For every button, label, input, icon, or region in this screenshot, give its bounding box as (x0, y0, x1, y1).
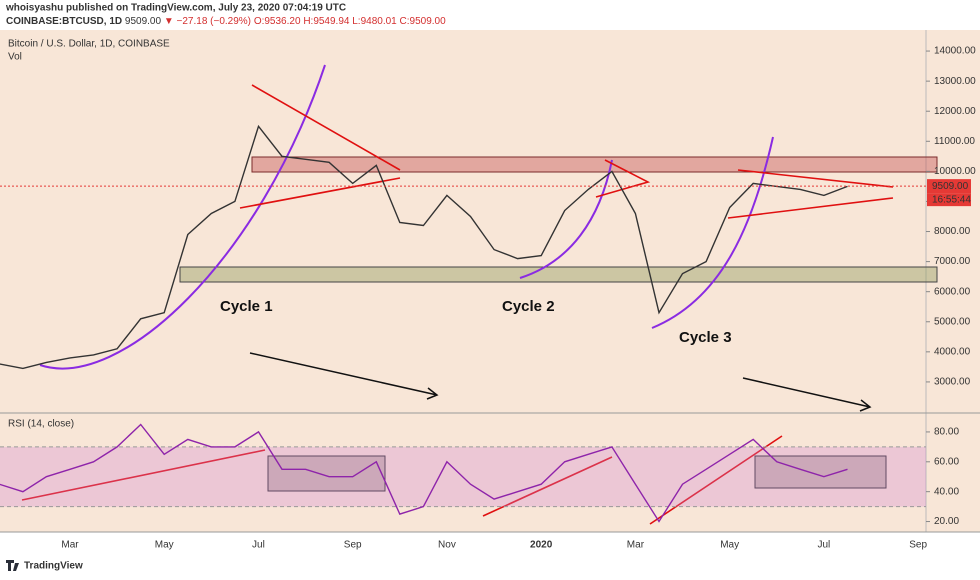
price: 9509.00 (125, 16, 162, 27)
y-tick-label: 6000.00 (934, 286, 971, 297)
author-line: whoisyashu published on TradingView.com,… (5, 3, 346, 14)
curve (39, 64, 326, 370)
y-tick-label: 14000.00 (934, 46, 976, 57)
x-tick-label: 2020 (530, 540, 553, 551)
triangle (239, 84, 401, 209)
curve (519, 159, 613, 279)
y-tick-label: 12000.00 (934, 106, 976, 117)
cycle-label: Cycle 2 (502, 298, 555, 315)
y-tick-label: 7000.00 (934, 256, 971, 267)
rsi-range-box (267, 455, 386, 492)
cycle-label: Cycle 3 (679, 329, 732, 346)
cycle-curves (39, 64, 774, 370)
curve (651, 136, 774, 329)
close: C:9509.00 (400, 16, 447, 27)
y-tick-label: 80.00 (934, 427, 959, 438)
symbol: COINBASE:BTCUSD, 1D (6, 16, 122, 27)
y-tick-label: 20.00 (934, 516, 959, 527)
last-price-box (927, 179, 971, 194)
x-tick-label: Mar (61, 540, 79, 551)
change: ▼ −27.18 (−0.29%) (164, 16, 251, 27)
arrow (742, 377, 872, 412)
x-tick-label: May (155, 540, 174, 551)
countdown: 16:55:44 (932, 194, 971, 205)
x-tick-label: Mar (627, 540, 645, 551)
rsi-title: RSI (14, close) (8, 419, 74, 430)
x-tick-label: May (720, 540, 739, 551)
x-tick-label: Jul (818, 540, 831, 551)
low: L:9480.01 (352, 16, 397, 27)
triangle (727, 169, 894, 219)
y-tick-label: 10000.00 (934, 166, 976, 177)
countdown-box (927, 193, 971, 207)
footer: TradingView (24, 561, 83, 572)
y-tick-label: 4000.00 (934, 346, 971, 357)
y-tick-label: 3000.00 (934, 377, 971, 388)
triangles (21, 84, 894, 525)
footer-logo (6, 560, 19, 571)
triangle (595, 159, 651, 198)
y-tick-label: 13000.00 (934, 76, 976, 87)
chart-background (0, 30, 980, 532)
y-tick-label: 8000.00 (934, 226, 971, 237)
support-zone (179, 266, 938, 283)
arrow (249, 352, 439, 400)
chart-title: Bitcoin / U.S. Dollar, 1D, COINBASE (8, 39, 170, 50)
resistance-zone (251, 156, 938, 173)
last-price-label: 9509.00 (932, 181, 969, 192)
x-tick-label: Sep (344, 540, 362, 551)
high: H:9549.94 (303, 16, 350, 27)
x-tick-label: Sep (909, 540, 927, 551)
y-tick-label: 40.00 (934, 486, 959, 497)
y-tick-label: 5000.00 (934, 316, 971, 327)
chart-subtitle: Vol (8, 52, 22, 63)
y-tick-label: 11000.00 (934, 136, 975, 147)
y-tick-label: 60.00 (934, 456, 959, 467)
cycle-label: Cycle 1 (220, 298, 273, 315)
series-line (0, 423, 848, 523)
open: O:9536.20 (254, 16, 301, 27)
x-tick-label: Jul (252, 540, 265, 551)
symbol-line: COINBASE:BTCUSD, 1D 9509.00 ▼ −27.18 (−0… (6, 16, 446, 27)
arrows (249, 352, 872, 412)
x-tick-label: Nov (438, 540, 456, 551)
series-line (0, 124, 848, 370)
